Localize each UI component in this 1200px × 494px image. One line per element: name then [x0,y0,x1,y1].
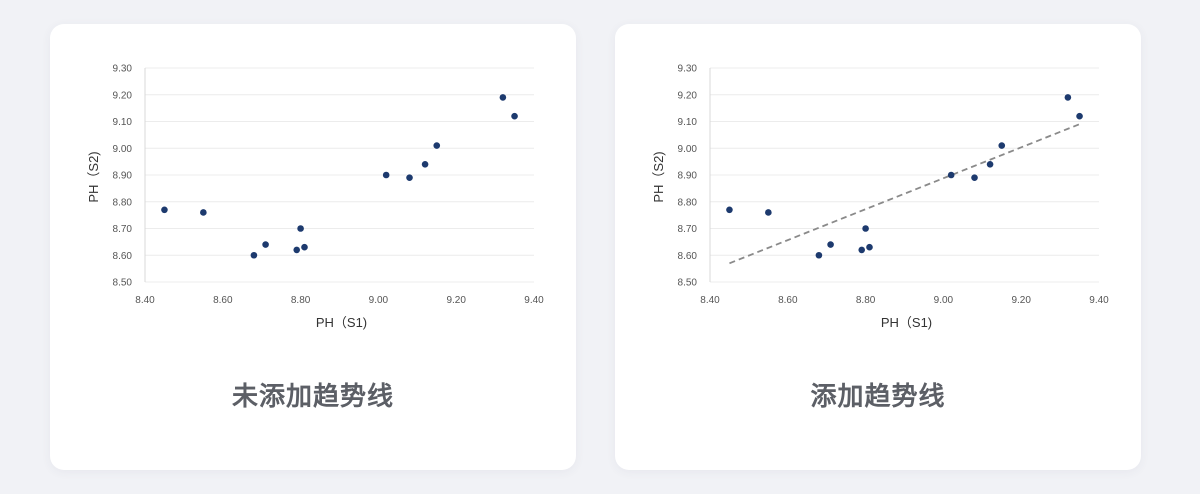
data-point [262,241,269,248]
data-point [827,241,834,248]
x-tick-label: 9.20 [446,295,466,306]
x-tick-label: 8.80 [856,295,876,306]
data-point [815,251,823,259]
y-tick-label: 8.60 [678,251,698,262]
data-point [161,206,168,214]
y-tick-label: 9.10 [678,117,698,128]
data-point [293,246,301,254]
x-tick-label: 9.40 [524,295,544,306]
data-point [862,225,869,232]
data-point [858,246,866,254]
x-tick-label: 8.40 [135,295,155,306]
y-axis-title: PH（S2) [86,151,101,202]
x-tick-label: 9.40 [1089,295,1109,306]
trendline [729,123,1080,265]
data-point [382,171,390,179]
data-point [406,174,413,181]
x-tick-label: 8.60 [213,295,233,306]
y-tick-label: 9.30 [678,64,698,75]
data-point [433,142,441,149]
scatter-chart-without-trendline: 8.50 8.60 8.70 8.80 8.90 9.00 9.10 9.20 9.30 8.40… [86,64,544,331]
y-tick-label: 9.00 [113,144,133,155]
x-tick-label: 9.00 [934,295,954,306]
y-tick-label: 8.60 [113,251,133,262]
data-point [301,243,308,251]
y-tick-label: 8.90 [678,171,698,182]
y-tick-label: 9.00 [678,144,698,155]
chart-card-with-trendline: 8.50 8.60 8.70 8.80 8.90 9.00 9.10 9.20 9.30 8.40… [615,24,1141,470]
y-tick-label: 8.50 [678,278,698,289]
data-point [765,209,772,216]
x-axis-title: PH（S1) [881,315,932,330]
x-tick-label: 8.40 [700,295,720,306]
y-axis-title: PH（S2) [651,151,666,202]
x-tick-label: 9.00 [369,295,389,306]
data-point [499,94,507,101]
scatter-chart-with-trendline: 8.50 8.60 8.70 8.80 8.90 9.00 9.10 9.20 9.30 8.40… [651,64,1109,331]
data-point [971,174,978,181]
data-point [998,142,1006,149]
y-tick-label: 9.10 [113,117,133,128]
y-tick-label: 8.90 [113,171,133,182]
x-tick-label: 8.60 [778,295,798,306]
data-point [297,225,304,232]
y-tick-label: 8.70 [113,224,133,235]
data-point [947,171,955,179]
data-point [1064,94,1072,101]
x-axis-title: PH（S1) [316,315,367,330]
y-tick-label: 8.80 [678,197,698,208]
data-point [200,209,207,216]
data-point [986,161,994,168]
x-tick-label: 9.20 [1011,295,1031,306]
data-point [726,206,733,214]
data-point [866,243,873,251]
panel-caption: 添加趋势线 [810,382,946,412]
data-point [421,161,429,168]
data-point [511,112,518,120]
y-tick-label: 9.30 [113,64,133,75]
y-tick-label: 8.70 [678,224,698,235]
data-point [250,251,258,259]
y-tick-label: 8.80 [113,197,133,208]
y-tick-label: 8.50 [113,278,133,289]
y-tick-label: 9.20 [113,90,133,101]
data-point [1076,112,1083,120]
chart-card-without-trendline: 8.50 8.60 8.70 8.80 8.90 9.00 9.10 9.20 9.30 8.40… [50,24,576,470]
panel-caption: 未添加趋势线 [231,382,394,412]
y-tick-label: 9.20 [678,90,698,101]
x-tick-label: 8.80 [291,295,311,306]
